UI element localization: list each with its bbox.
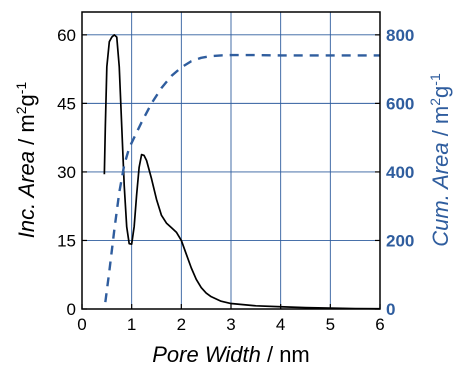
y-left-tick-label: 60 bbox=[57, 26, 76, 45]
x-tick-label: 1 bbox=[127, 315, 136, 334]
y-axis-title-right: Cum. Area / m2g-1 bbox=[427, 73, 453, 247]
incremental-area-line bbox=[103, 33, 381, 310]
grid-lines bbox=[82, 12, 380, 309]
plot-frame bbox=[81, 11, 381, 310]
x-tick-label: 5 bbox=[326, 315, 335, 334]
x-tick-label: 4 bbox=[276, 315, 285, 334]
y-axis-title-left: Inc. Area / m2g-1 bbox=[13, 82, 39, 239]
x-tick-label: 6 bbox=[375, 315, 384, 334]
x-tick-label: 0 bbox=[77, 315, 86, 334]
y-right-tick-label: 800 bbox=[386, 26, 414, 45]
y-left-tick-label: 45 bbox=[57, 94, 76, 113]
cumulative-area-line bbox=[104, 53, 380, 303]
y-right-tick-label: 600 bbox=[386, 94, 414, 113]
x-tick-label: 3 bbox=[226, 315, 235, 334]
x-axis-title: Pore Width / nm bbox=[152, 342, 310, 367]
data-series bbox=[103, 33, 381, 310]
y-left-tick-label: 30 bbox=[57, 163, 76, 182]
y-right-tick-label: 400 bbox=[386, 163, 414, 182]
x-tick-label: 2 bbox=[177, 315, 186, 334]
y-left-tick-label: 0 bbox=[67, 300, 76, 319]
y-right-tick-label: 200 bbox=[386, 231, 414, 250]
y-left-tick-label: 15 bbox=[57, 231, 76, 250]
y-right-tick-label: 0 bbox=[386, 300, 395, 319]
